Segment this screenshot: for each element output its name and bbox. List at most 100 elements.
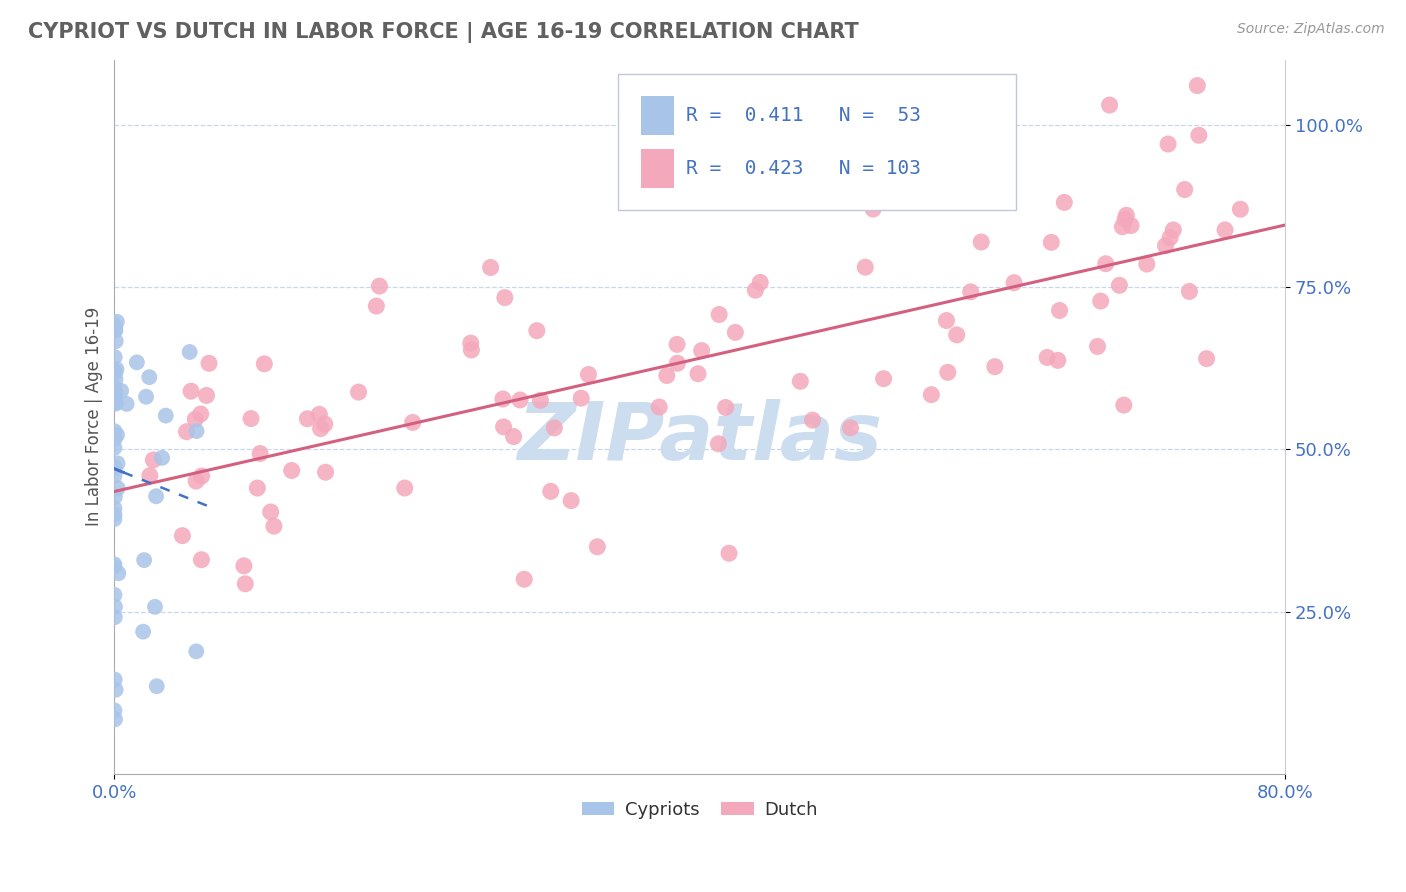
Point [314,417,336,431]
Point [103,558,125,572]
Point [198,356,221,370]
Point [142,453,165,467]
Point [309,422,332,436]
Point [104,372,127,386]
Point [115,397,138,411]
Point [107,481,129,495]
Point [1046,353,1069,368]
Legend: Cypriots, Dutch: Cypriots, Dutch [574,793,825,826]
Point [936,365,959,379]
Point [104,394,127,409]
Point [655,368,678,383]
Point [1229,202,1251,217]
Point [103,469,125,483]
Point [249,446,271,460]
Point [232,558,254,573]
Point [513,572,536,586]
Point [135,390,157,404]
Point [103,424,125,438]
Point [253,357,276,371]
Point [724,326,747,340]
Point [103,318,125,332]
Point [1163,223,1185,237]
Point [134,553,156,567]
Text: ZIPatlas: ZIPatlas [517,400,883,477]
Point [1090,294,1112,309]
Point [132,624,155,639]
Point [1114,212,1136,227]
Point [280,463,302,477]
Point [143,599,166,614]
Point [714,401,737,415]
Point [125,355,148,369]
Point [1087,339,1109,353]
Point [1049,303,1071,318]
Point [103,508,125,522]
Point [103,588,125,602]
Point [920,387,942,401]
Point [986,126,1008,140]
Point [186,424,208,438]
Point [308,408,330,422]
Point [1157,136,1180,151]
Point [744,283,766,297]
Point [1115,208,1137,222]
Text: R =  0.423   N = 103: R = 0.423 N = 103 [686,159,921,178]
Point [560,493,582,508]
Point [1112,398,1135,412]
Point [509,392,531,407]
Point [104,324,127,338]
Point [104,682,127,697]
Point [666,337,689,351]
Point [1098,98,1121,112]
Point [984,359,1007,374]
Point [104,599,127,614]
Point [707,437,730,451]
Point [718,546,741,560]
Point [789,374,811,388]
Point [945,327,967,342]
Point [853,260,876,275]
Point [1159,230,1181,244]
Point [190,407,212,421]
Point [1195,351,1218,366]
Point [368,279,391,293]
Point [366,299,388,313]
Point [315,465,337,479]
Point [690,343,713,358]
Point [801,413,824,427]
Point [492,420,515,434]
Point [1111,219,1133,234]
Point [394,481,416,495]
Point [190,552,212,566]
Point [263,519,285,533]
Point [297,411,319,425]
Point [105,315,128,329]
Point [104,385,127,400]
Point [872,372,894,386]
Point [749,276,772,290]
Point [155,409,177,423]
Text: Source: ZipAtlas.com: Source: ZipAtlas.com [1237,22,1385,37]
Point [1036,351,1059,365]
Point [233,576,256,591]
Point [1108,278,1130,293]
Point [105,396,128,410]
Point [150,450,173,465]
Point [103,512,125,526]
Point [1119,219,1142,233]
Point [104,388,127,402]
Point [839,421,862,435]
Point [260,505,283,519]
Point [666,356,689,370]
Point [1154,239,1177,253]
Point [569,391,592,405]
Point [176,425,198,439]
Point [526,324,548,338]
Point [529,393,551,408]
Point [186,644,208,658]
Point [180,384,202,399]
Point [648,400,671,414]
Point [1053,195,1076,210]
Point [970,235,993,249]
